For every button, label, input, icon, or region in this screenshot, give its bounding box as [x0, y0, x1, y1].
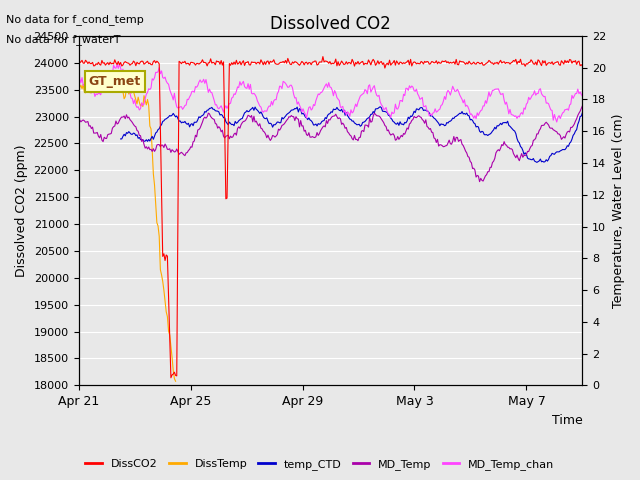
Y-axis label: Temperature, Water Level (cm): Temperature, Water Level (cm) [612, 113, 625, 308]
Y-axis label: Dissolved CO2 (ppm): Dissolved CO2 (ppm) [15, 144, 28, 277]
Text: No data for f_waterT: No data for f_waterT [6, 34, 121, 45]
Title: Dissolved CO2: Dissolved CO2 [270, 15, 391, 33]
Legend: DissCO2, DissTemp, temp_CTD, MD_Temp, MD_Temp_chan: DissCO2, DissTemp, temp_CTD, MD_Temp, MD… [81, 455, 559, 474]
Text: GT_met: GT_met [88, 75, 141, 88]
X-axis label: Time: Time [552, 414, 582, 427]
Text: No data for f_cond_temp: No data for f_cond_temp [6, 14, 144, 25]
